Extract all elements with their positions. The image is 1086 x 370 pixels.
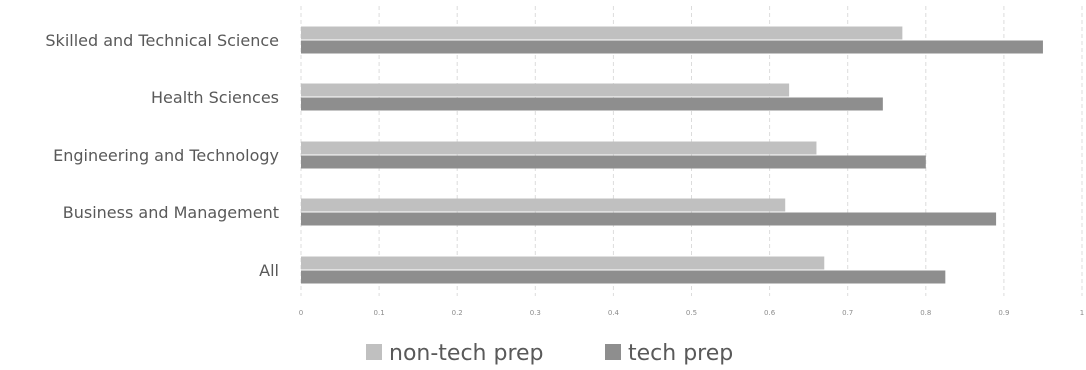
legend: non-tech prep tech prep — [366, 341, 733, 366]
x-axis-tick-labels: 0 0.1 0.2 0.3 0.4 0.5 0.6 0.7 0.8 0.9 1 — [299, 309, 1084, 317]
bar-tech-prep-3 — [301, 212, 997, 226]
category-label: Health Sciences — [151, 88, 279, 107]
bar-non-tech-prep-0 — [301, 26, 903, 40]
category-label: All — [259, 261, 279, 280]
bar-tech-prep-1 — [301, 97, 883, 111]
category-label: Business and Management — [63, 203, 279, 222]
x-tick-label: 0.6 — [764, 309, 776, 317]
x-tick-label: 0.8 — [920, 309, 931, 317]
x-tick-label: 0 — [299, 309, 303, 317]
legend-swatch-non-tech-prep — [366, 344, 382, 360]
x-tick-label: 0.9 — [998, 309, 1009, 317]
legend-label-non-tech-prep: non-tech prep — [389, 341, 544, 366]
x-tick-label: 0.5 — [686, 309, 697, 317]
bar-non-tech-prep-4 — [301, 256, 825, 270]
bar-non-tech-prep-2 — [301, 141, 817, 155]
x-tick-label: 0.1 — [374, 309, 385, 317]
bars — [301, 26, 1043, 284]
gridlines — [300, 6, 1083, 296]
category-label: Engineering and Technology — [53, 146, 279, 165]
bar-non-tech-prep-1 — [301, 83, 790, 97]
bar-tech-prep-0 — [301, 40, 1043, 54]
bar-tech-prep-2 — [301, 155, 926, 169]
x-tick-label: 1 — [1080, 309, 1084, 317]
category-label: Skilled and Technical Science — [45, 31, 279, 50]
x-tick-label: 0.7 — [842, 309, 853, 317]
x-tick-label: 0.3 — [530, 309, 541, 317]
bar-non-tech-prep-3 — [301, 198, 786, 212]
x-tick-label: 0.4 — [608, 309, 620, 317]
category-labels: Skilled and Technical Science Health Scie… — [45, 31, 279, 280]
legend-swatch-tech-prep — [605, 344, 621, 360]
bar-tech-prep-4 — [301, 270, 946, 284]
x-tick-label: 0.2 — [452, 309, 463, 317]
legend-label-tech-prep: tech prep — [628, 341, 733, 366]
